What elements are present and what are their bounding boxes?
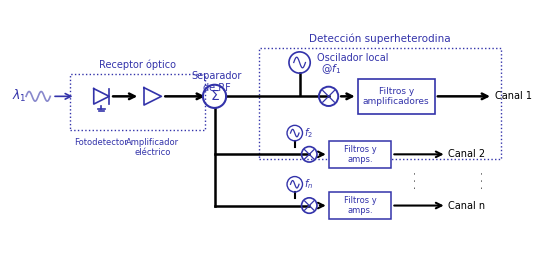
Text: Canal 1: Canal 1: [495, 91, 532, 101]
Text: $\lambda_1$: $\lambda_1$: [12, 88, 26, 104]
Text: Canal n: Canal n: [448, 201, 486, 211]
Text: $@f_1$: $@f_1$: [321, 62, 341, 76]
Text: Filtros y
amplificadores: Filtros y amplificadores: [363, 87, 430, 106]
Text: Filtros y
amps.: Filtros y amps.: [343, 145, 377, 164]
Text: · · ·: · · ·: [410, 171, 421, 189]
Text: Detección superheterodina: Detección superheterodina: [309, 34, 450, 44]
Text: Fotodetector: Fotodetector: [74, 138, 128, 147]
FancyBboxPatch shape: [357, 79, 435, 114]
Text: Filtros y
amps.: Filtros y amps.: [343, 196, 377, 215]
Text: $f_2$: $f_2$: [304, 126, 314, 140]
Text: · · ·: · · ·: [478, 171, 488, 189]
Text: $\Sigma$: $\Sigma$: [210, 89, 219, 103]
Text: Separador
de RF: Separador de RF: [192, 71, 242, 93]
Text: Oscilador local: Oscilador local: [317, 53, 388, 63]
Text: Amplificador
eléctrico: Amplificador eléctrico: [126, 138, 179, 157]
FancyBboxPatch shape: [328, 141, 392, 168]
Text: Canal 2: Canal 2: [448, 149, 486, 159]
FancyBboxPatch shape: [328, 192, 392, 219]
Text: Receptor óptico: Receptor óptico: [99, 60, 175, 70]
Text: $f_n$: $f_n$: [304, 177, 314, 191]
